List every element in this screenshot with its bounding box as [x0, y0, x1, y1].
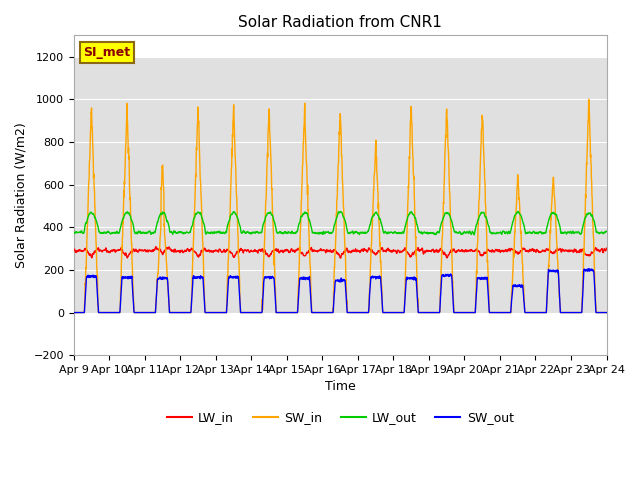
SW_out	[218, 310, 226, 315]
LW_out	[495, 230, 503, 236]
Bar	[74, 57, 607, 312]
LW_in	[571, 246, 579, 252]
SW_in	[603, 310, 611, 315]
LW_out	[603, 228, 611, 234]
LW_in	[603, 245, 611, 251]
LW_out	[556, 223, 564, 229]
Title: Solar Radiation from CNR1: Solar Radiation from CNR1	[238, 15, 442, 30]
LW_in	[152, 244, 159, 250]
LW_out	[470, 232, 478, 238]
SW_in	[495, 310, 502, 315]
Line: SW_out: SW_out	[74, 269, 607, 312]
LW_in	[219, 249, 227, 254]
SW_in	[355, 310, 363, 315]
LW_out	[571, 229, 579, 235]
LW_in	[356, 249, 364, 255]
SW_out	[355, 310, 363, 315]
LW_in	[495, 248, 503, 253]
LW_in	[70, 247, 77, 252]
SW_out	[70, 310, 77, 315]
SW_out	[367, 274, 374, 280]
Line: LW_out: LW_out	[74, 212, 607, 235]
LW_in	[556, 246, 564, 252]
SW_in	[218, 310, 226, 315]
SW_out	[584, 266, 592, 272]
Text: SI_met: SI_met	[83, 46, 131, 59]
X-axis label: Time: Time	[324, 381, 355, 394]
SW_in	[585, 96, 593, 102]
LW_out	[355, 231, 363, 237]
SW_in	[570, 310, 578, 315]
Y-axis label: Solar Radiation (W/m2): Solar Radiation (W/m2)	[15, 122, 28, 268]
SW_in	[70, 310, 77, 315]
SW_out	[570, 310, 578, 315]
SW_in	[556, 295, 563, 300]
LW_in	[367, 249, 375, 254]
SW_out	[603, 310, 611, 315]
SW_out	[495, 310, 502, 315]
Line: SW_in: SW_in	[74, 99, 607, 312]
Line: LW_in: LW_in	[74, 247, 607, 258]
Legend: LW_in, SW_in, LW_out, SW_out: LW_in, SW_in, LW_out, SW_out	[162, 406, 518, 429]
SW_out	[556, 290, 563, 296]
LW_out	[70, 230, 77, 236]
SW_in	[367, 253, 374, 259]
LW_in	[337, 255, 344, 261]
LW_out	[218, 230, 226, 236]
LW_out	[514, 209, 522, 215]
LW_out	[367, 219, 374, 225]
